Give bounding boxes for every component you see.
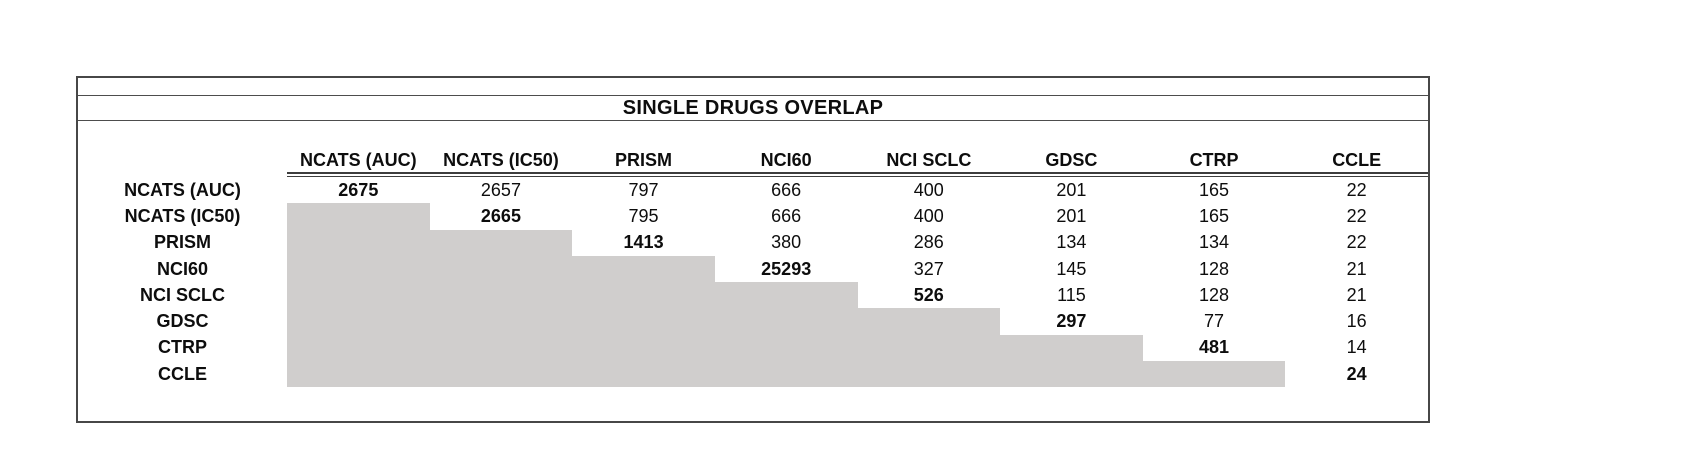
matrix-cell: 666 — [771, 205, 802, 226]
matrix-cell-shaded — [287, 334, 430, 362]
matrix-cell: 21 — [1346, 284, 1367, 305]
matrix-cell: 21 — [1346, 258, 1367, 279]
matrix-cell-shaded — [714, 334, 858, 362]
matrix-cell-shaded — [1000, 361, 1143, 388]
matrix-cell-shaded — [714, 308, 858, 335]
row-label: PRISM — [153, 232, 211, 253]
matrix-cell: 128 — [1199, 258, 1230, 279]
row-label: NCI60 — [156, 258, 209, 279]
col-header: CCLE — [1332, 149, 1382, 170]
matrix-cell-shaded — [714, 361, 858, 388]
col-header: PRISM — [615, 149, 673, 170]
corner-cell — [78, 148, 287, 172]
matrix-cell: 77 — [1204, 311, 1225, 332]
matrix-cell: 22 — [1346, 179, 1367, 200]
row-label: NCI SCLC — [140, 284, 225, 305]
matrix-cell-shaded — [572, 255, 715, 283]
matrix-cell-shaded — [287, 282, 430, 309]
matrix-cell-shaded — [429, 361, 573, 388]
matrix-cell-diagonal: 1413 — [623, 232, 664, 253]
matrix-cell-shaded — [287, 255, 430, 283]
header-underline — [287, 172, 1428, 177]
matrix-cell-shaded — [572, 308, 715, 335]
matrix-cell: 22 — [1346, 232, 1367, 253]
matrix-cell-diagonal: 297 — [1056, 311, 1087, 332]
matrix-cell-shaded — [429, 308, 573, 335]
matrix-cell: 666 — [771, 179, 802, 200]
matrix-cell: 165 — [1199, 179, 1230, 200]
matrix-cell: 286 — [913, 232, 944, 253]
matrix-cell-shaded — [429, 282, 573, 309]
row-label: CCLE — [158, 363, 207, 384]
matrix-cell: 134 — [1056, 232, 1087, 253]
row-label: NCATS (IC50) — [124, 205, 241, 226]
overlap-table: SINGLE DRUGS OVERLAP NCATS (AUC) NCATS (I… — [76, 76, 1430, 423]
matrix-cell: 400 — [913, 205, 944, 226]
matrix-cell: 327 — [913, 258, 944, 279]
matrix-cell-shaded — [287, 361, 430, 388]
matrix-cell-shaded — [287, 203, 430, 230]
overlap-matrix: NCATS (AUC) NCATS (IC50) PRISM NCI60 NCI SCL… — [78, 148, 1428, 388]
col-header: CTRP — [1189, 149, 1239, 170]
matrix-cell: 145 — [1056, 258, 1087, 279]
matrix-cell: 795 — [628, 205, 659, 226]
matrix-cell: 380 — [771, 232, 802, 253]
col-header: NCATS (AUC) — [299, 149, 417, 170]
matrix-cell-diagonal: 25293 — [761, 258, 812, 279]
matrix-cell-diagonal: 2665 — [480, 205, 521, 226]
col-header: NCI60 — [760, 149, 812, 170]
matrix-cell-shaded — [572, 282, 715, 309]
table-title: SINGLE DRUGS OVERLAP — [78, 96, 1428, 121]
matrix-cell-diagonal: 481 — [1199, 337, 1230, 358]
matrix-cell-shaded — [429, 334, 573, 362]
empty-top-band — [78, 78, 1428, 96]
matrix-cell-shaded — [1000, 334, 1143, 362]
matrix-cell: 115 — [1057, 284, 1086, 305]
matrix-cell: 128 — [1199, 284, 1230, 305]
matrix-cell-shaded — [287, 229, 430, 256]
matrix-cell: 134 — [1199, 232, 1230, 253]
matrix-cell: 22 — [1346, 205, 1367, 226]
matrix-cell: 201 — [1056, 179, 1087, 200]
col-header: GDSC — [1045, 149, 1098, 170]
matrix-cell: 2657 — [480, 179, 521, 200]
matrix-cell-diagonal: 526 — [913, 284, 944, 305]
row-label: NCATS (AUC) — [124, 179, 241, 200]
col-header: NCATS (IC50) — [443, 149, 559, 170]
matrix-cell-shaded — [714, 282, 858, 309]
matrix-cell: 16 — [1346, 311, 1367, 332]
matrix-cell-shaded — [857, 361, 1001, 388]
matrix-cell-shaded — [857, 334, 1001, 362]
matrix-cell-shaded — [572, 361, 715, 388]
matrix-cell: 201 — [1056, 205, 1087, 226]
matrix-cell-shaded — [429, 229, 573, 256]
matrix-cell: 400 — [913, 179, 944, 200]
matrix-cell-shaded — [429, 255, 573, 283]
matrix-cell: 14 — [1346, 337, 1367, 358]
matrix-cell-shaded — [1142, 361, 1286, 388]
matrix-cell-shaded — [287, 308, 430, 335]
matrix-cell: 797 — [628, 179, 659, 200]
matrix-cell-diagonal: 2675 — [338, 179, 379, 200]
matrix-cell-shaded — [857, 308, 1001, 335]
row-label: CTRP — [158, 337, 207, 358]
matrix-cell: 165 — [1199, 205, 1230, 226]
col-header: NCI SCLC — [886, 149, 972, 170]
row-label: GDSC — [156, 311, 209, 332]
matrix-cell-diagonal: 24 — [1346, 363, 1367, 384]
matrix-cell-shaded — [572, 334, 715, 362]
